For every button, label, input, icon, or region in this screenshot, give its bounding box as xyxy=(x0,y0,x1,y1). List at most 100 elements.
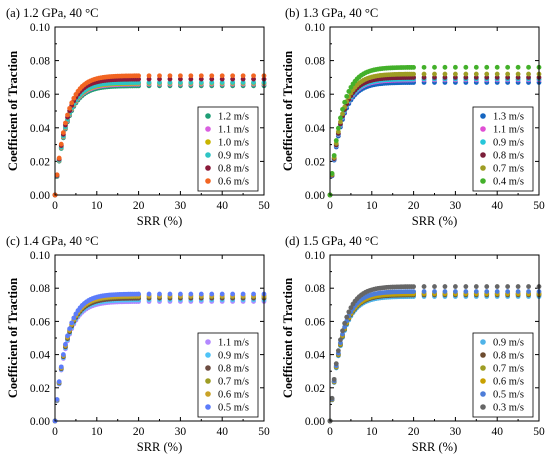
y-tick-label: 0.10 xyxy=(305,250,325,262)
data-point xyxy=(209,73,215,79)
legend-marker xyxy=(205,365,211,371)
y-tick-label: 0.08 xyxy=(305,283,325,295)
data-point xyxy=(335,125,341,131)
panel-title: (a) 1.2 GPa, 40 °C xyxy=(6,6,99,20)
data-point xyxy=(136,73,142,79)
y-tick-label: 0.06 xyxy=(30,316,50,328)
data-point xyxy=(515,284,521,289)
legend-label: 0.9 m/s xyxy=(218,151,249,162)
y-axis-label: Coefficient of Traction xyxy=(6,51,20,171)
legend-marker xyxy=(205,352,211,358)
data-point xyxy=(505,64,511,70)
data-point xyxy=(484,71,490,77)
data-point xyxy=(54,397,60,402)
plot-frame xyxy=(54,26,265,196)
data-point xyxy=(473,71,479,77)
data-point xyxy=(178,76,183,82)
data-point xyxy=(473,64,479,70)
series-0-5-m-s xyxy=(52,291,267,424)
x-tick-label: 10 xyxy=(91,200,103,212)
data-point xyxy=(342,324,348,330)
data-point xyxy=(494,284,500,289)
legend-label: 0.8 m/s xyxy=(218,164,249,175)
data-point xyxy=(251,76,256,82)
data-point xyxy=(209,291,215,297)
legend-label: 1.3 m/s xyxy=(493,112,524,123)
legend-label: 0.8 m/s xyxy=(493,151,524,162)
data-point xyxy=(340,328,345,334)
data-point xyxy=(178,80,183,85)
data-point xyxy=(329,171,335,176)
data-point xyxy=(136,291,142,297)
legend-marker xyxy=(205,152,211,158)
y-tick-label: 0.00 xyxy=(30,190,50,202)
legend-marker xyxy=(480,339,486,345)
y-axis-label: Coefficient of Traction xyxy=(281,51,295,171)
legend-label: 0.7 m/s xyxy=(493,364,524,375)
data-point xyxy=(219,76,225,82)
data-point xyxy=(198,80,204,85)
data-point xyxy=(146,291,152,297)
data-point xyxy=(346,309,352,315)
data-point xyxy=(329,395,335,401)
legend-marker xyxy=(205,178,211,184)
x-tick-label: 30 xyxy=(175,426,187,438)
y-tick-label: 0.10 xyxy=(30,250,50,262)
data-point xyxy=(432,75,437,80)
legend-label: 0.9 m/s xyxy=(218,351,249,362)
y-tick-label: 0.10 xyxy=(305,22,325,34)
legend-marker xyxy=(205,139,211,145)
y-tick-label: 0.02 xyxy=(30,383,50,395)
data-point xyxy=(346,89,352,94)
chart-panel-4: (d) 1.5 GPa, 40 °C Coefficient of Tractio… xyxy=(281,234,545,454)
data-point xyxy=(331,376,337,382)
legend-label: 0.4 m/s xyxy=(493,177,524,188)
data-point xyxy=(178,291,183,297)
data-point xyxy=(484,289,490,294)
legend-marker xyxy=(205,113,211,119)
x-tick-label: 40 xyxy=(491,200,503,212)
legend xyxy=(197,332,259,418)
x-tick-label: 0 xyxy=(52,426,58,438)
data-point xyxy=(219,73,225,79)
data-point xyxy=(411,284,416,290)
legend-label: 0.7 m/s xyxy=(218,377,249,388)
legend xyxy=(472,106,534,192)
y-axis-label: Coefficient of Traction xyxy=(281,278,295,398)
chart-panel-1: (a) 1.2 GPa, 40 °C Coefficient of Tractio… xyxy=(6,6,270,228)
data-point xyxy=(505,75,511,80)
data-point xyxy=(453,75,458,80)
legend-label: 0.3 m/s xyxy=(493,403,524,414)
data-point xyxy=(484,284,490,289)
x-tick-label: 10 xyxy=(366,200,378,212)
legend xyxy=(197,106,259,192)
x-tick-label: 50 xyxy=(258,426,270,438)
data-point xyxy=(442,71,448,77)
data-point xyxy=(167,80,173,85)
chart-panel-3: (c) 1.4 GPa, 40 °C Coefficient of Tractio… xyxy=(6,234,270,454)
data-point xyxy=(209,80,215,85)
y-tick-label: 0.02 xyxy=(30,156,50,168)
data-point xyxy=(432,71,437,77)
data-point xyxy=(453,71,458,77)
legend-label: 0.7 m/s xyxy=(493,164,524,175)
data-point xyxy=(515,75,521,80)
data-point xyxy=(240,291,246,297)
data-point xyxy=(251,80,256,85)
data-point xyxy=(473,289,479,294)
data-point xyxy=(442,284,448,289)
data-point xyxy=(219,291,225,297)
x-tick-label: 0 xyxy=(327,426,333,438)
legend-marker xyxy=(480,178,486,184)
data-point xyxy=(188,73,194,79)
data-point xyxy=(421,71,427,77)
data-point xyxy=(411,64,416,70)
data-point xyxy=(432,284,437,289)
data-point xyxy=(421,75,427,80)
legend-label: 1.0 m/s xyxy=(218,138,249,149)
data-point xyxy=(71,95,77,101)
x-tick-label: 40 xyxy=(216,426,228,438)
data-point xyxy=(494,75,500,80)
data-point xyxy=(340,111,345,117)
legend-marker xyxy=(205,391,211,397)
